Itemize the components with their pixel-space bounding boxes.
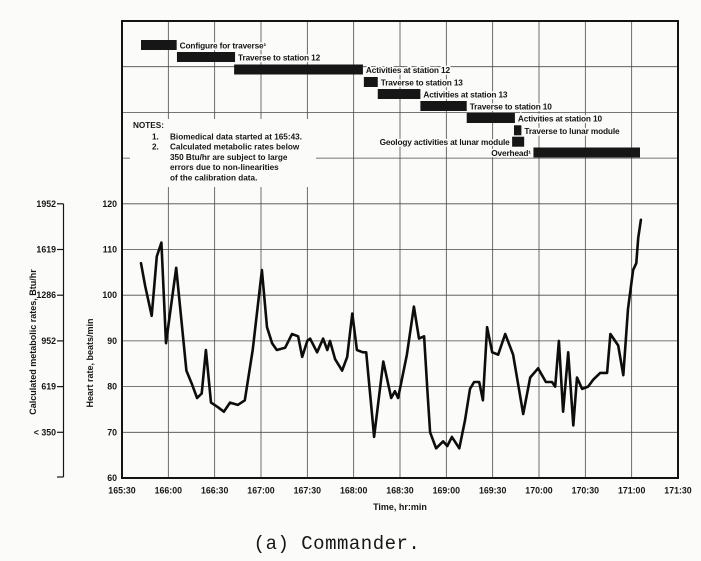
- heart-rate-tick-label: 80: [107, 382, 117, 392]
- x-tick-label: 168:00: [340, 486, 367, 496]
- activity-label: Geology activities at lunar module: [380, 137, 511, 147]
- heart-rate-tick-label: 120: [102, 199, 117, 209]
- activity-label: Activities at station 13: [423, 90, 508, 100]
- metabolic-tick-label: 952: [41, 336, 56, 346]
- activity-bar: [533, 148, 640, 158]
- metabolic-tick-label: 1619: [36, 245, 56, 255]
- notes-line: errors due to non-linearities: [170, 163, 279, 172]
- notes-heading: NOTES:: [133, 121, 164, 130]
- activity-label: Overhead¹: [491, 148, 531, 158]
- x-tick-label: 168:30: [386, 486, 413, 496]
- activity-bar: [177, 52, 235, 62]
- metabolic-tick-label: 1952: [36, 199, 56, 209]
- y-axis-title-heart-rate: Heart rate, beats/min: [85, 318, 95, 407]
- note-item-number: 1.: [152, 133, 159, 142]
- scanned-figure-page: Configure for traverse¹ Traverse to stati…: [0, 0, 701, 561]
- x-tick-label: 167:30: [294, 486, 321, 496]
- activity-bar: [467, 113, 515, 123]
- heart-rate-line: [141, 220, 641, 448]
- figure-caption: (a) Commander.: [254, 533, 421, 555]
- chart-canvas: Configure for traverse¹ Traverse to stati…: [0, 0, 701, 561]
- notes-line: Calculated metabolic rates below: [170, 143, 300, 152]
- notes-line: 350 Btu/hr are subject to large: [170, 153, 288, 162]
- x-tick-label: 171:00: [618, 486, 645, 496]
- note-item-number: 2.: [152, 143, 159, 152]
- x-tick-label: 165:30: [108, 486, 135, 496]
- notes-line: Biomedical data started at 165:43.: [170, 133, 302, 142]
- metabolic-tick-label: < 350: [34, 427, 56, 437]
- activity-label: Traverse to lunar module: [524, 126, 620, 136]
- x-tick-label: 166:30: [201, 486, 228, 496]
- y-axis-title-metabolic: Calculated metabolic rates, Btu/hr: [28, 269, 38, 415]
- activity-bar: [364, 77, 378, 87]
- heart-rate-tick-label: 70: [107, 427, 117, 437]
- x-tick-label: 170:00: [525, 486, 552, 496]
- x-tick-label: 167:00: [247, 486, 274, 496]
- activity-label: Activities at station 10: [518, 114, 603, 124]
- activity-bar: [378, 89, 421, 99]
- activity-label: Traverse to station 12: [238, 53, 321, 63]
- x-tick-label: 169:00: [433, 486, 460, 496]
- heart-rate-tick-label: 90: [107, 336, 117, 346]
- metabolic-tick-label: 1286: [36, 290, 56, 300]
- heart-rate-tick-label: 110: [103, 245, 117, 255]
- notes-line: of the calibration data.: [170, 173, 257, 182]
- metabolic-tick-label: 619: [41, 382, 56, 392]
- x-tick-label: 171:30: [664, 486, 691, 496]
- x-axis-title: Time, hr:min: [373, 502, 427, 512]
- activity-bar: [141, 40, 177, 50]
- x-tick-label: 170:30: [572, 486, 599, 496]
- heart-rate-tick-label: 60: [107, 473, 117, 483]
- x-tick-label: 169:30: [479, 486, 506, 496]
- x-tick-label: 166:00: [155, 486, 182, 496]
- heart-rate-tick-label: 100: [102, 290, 117, 300]
- activity-label: Configure for traverse¹: [180, 41, 267, 51]
- activity-label: Traverse to station 13: [381, 78, 464, 88]
- activity-label: Traverse to station 10: [470, 102, 553, 112]
- activity-bar: [514, 125, 521, 135]
- activity-label: Activities at station 12: [366, 65, 451, 75]
- activity-bar: [420, 101, 466, 111]
- activity-bar: [234, 65, 363, 75]
- activity-bar: [512, 137, 524, 147]
